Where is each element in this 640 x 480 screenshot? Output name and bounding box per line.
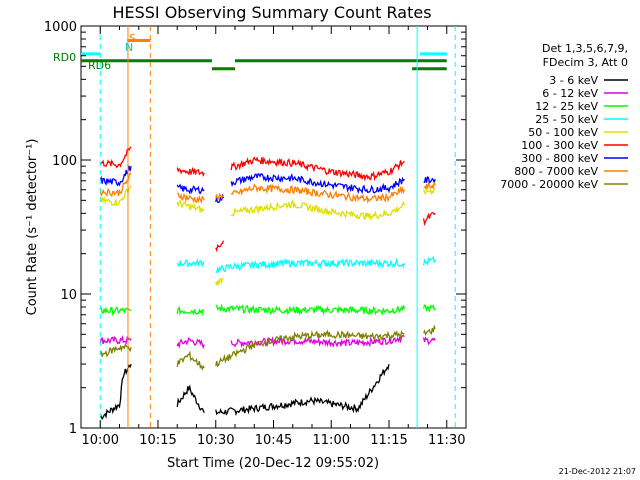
series-line-8 [176, 350, 205, 371]
x-tick-label: 10:00 [82, 433, 119, 448]
series-line-4 [215, 277, 224, 286]
series-line-7 [215, 192, 224, 202]
y-tick-label: 100 [52, 154, 77, 169]
series-line-4 [99, 184, 132, 207]
legend-label-4: 50 - 100 keV [528, 126, 598, 139]
x-tick-label: 10:15 [139, 433, 176, 448]
series-line-5 [215, 240, 225, 253]
series-line-1 [422, 336, 436, 346]
series-line-7 [177, 192, 205, 205]
legend-label-1: 6 - 12 keV [542, 87, 598, 100]
series-line-1 [230, 334, 405, 349]
legend-label-2: 12 - 25 keV [535, 100, 598, 113]
series-line-4 [176, 199, 205, 213]
series-line-7 [99, 171, 132, 198]
legend-label-7: 800 - 7000 keV [514, 165, 598, 178]
series-line-2 [422, 304, 436, 312]
series-line-6 [230, 172, 405, 195]
timestamp: 21-Dec-2012 21:07 [559, 467, 636, 476]
series-line-3 [215, 257, 406, 274]
flag-label-n: N [125, 41, 133, 54]
series-line-2 [176, 305, 205, 317]
legend-label-8: 7000 - 20000 keV [500, 178, 598, 191]
flag-label-rd0: RD0 [53, 51, 76, 64]
x-tick-label: 11:15 [370, 433, 407, 448]
x-axis-label: Start Time (20-Dec-12 09:55:02) [167, 456, 379, 471]
y-tick-label: 10 [60, 288, 77, 303]
series-line-5 [176, 166, 205, 177]
series-line-3 [176, 257, 205, 268]
x-tick-label: 10:45 [255, 433, 292, 448]
legend-header-2: FDecim 3, Att 0 [543, 56, 628, 69]
series-line-8 [99, 343, 132, 358]
series-line-5 [230, 156, 405, 182]
series-line-5 [99, 146, 132, 169]
series-line-0 [99, 363, 132, 421]
series-line-4 [422, 187, 436, 196]
series-line-6 [176, 183, 205, 195]
chart-title: HESSI Observing Summary Count Rates [112, 3, 431, 22]
y-tick-label: 1 [69, 422, 77, 437]
legend-label-0: 3 - 6 keV [549, 74, 598, 87]
series-line-7 [230, 183, 406, 204]
y-tick-label: 1000 [44, 20, 77, 35]
plot-frame [80, 25, 467, 429]
series-line-5 [422, 211, 436, 227]
series-line-3 [422, 255, 436, 267]
x-tick-label: 11:30 [428, 433, 465, 448]
legend-label-5: 100 - 300 keV [521, 139, 598, 152]
y-axis-label: Count Rate (s⁻¹ detector⁻¹) [25, 139, 40, 316]
series-line-7 [423, 182, 436, 190]
series-line-6 [423, 176, 436, 185]
series-layer [99, 146, 436, 421]
series-line-0 [176, 384, 205, 413]
legend-label-3: 25 - 50 keV [535, 113, 598, 126]
legend-label-6: 300 - 800 keV [521, 152, 598, 165]
series-line-4 [230, 199, 406, 221]
series-line-2 [215, 303, 406, 316]
series-line-6 [99, 165, 132, 187]
series-line-8 [423, 324, 436, 337]
series-line-1 [176, 337, 205, 350]
x-tick-label: 10:30 [197, 433, 234, 448]
x-tick-label: 11:00 [313, 433, 350, 448]
flags-layer [81, 26, 456, 428]
series-line-2 [99, 306, 132, 317]
series-line-0 [215, 363, 390, 416]
series-line-8 [215, 329, 405, 368]
series-line-1 [99, 334, 132, 345]
flag-label-rd6: RD6 [88, 59, 111, 72]
legend-header-1: Det 1,3,5,6,7,9, [542, 42, 628, 55]
flag-label-s: S [129, 32, 136, 45]
ticks-layer: 10:00 10:15 10:30 10:45 11:00 11:15 11:30 1 10 10… [44, 20, 467, 448]
